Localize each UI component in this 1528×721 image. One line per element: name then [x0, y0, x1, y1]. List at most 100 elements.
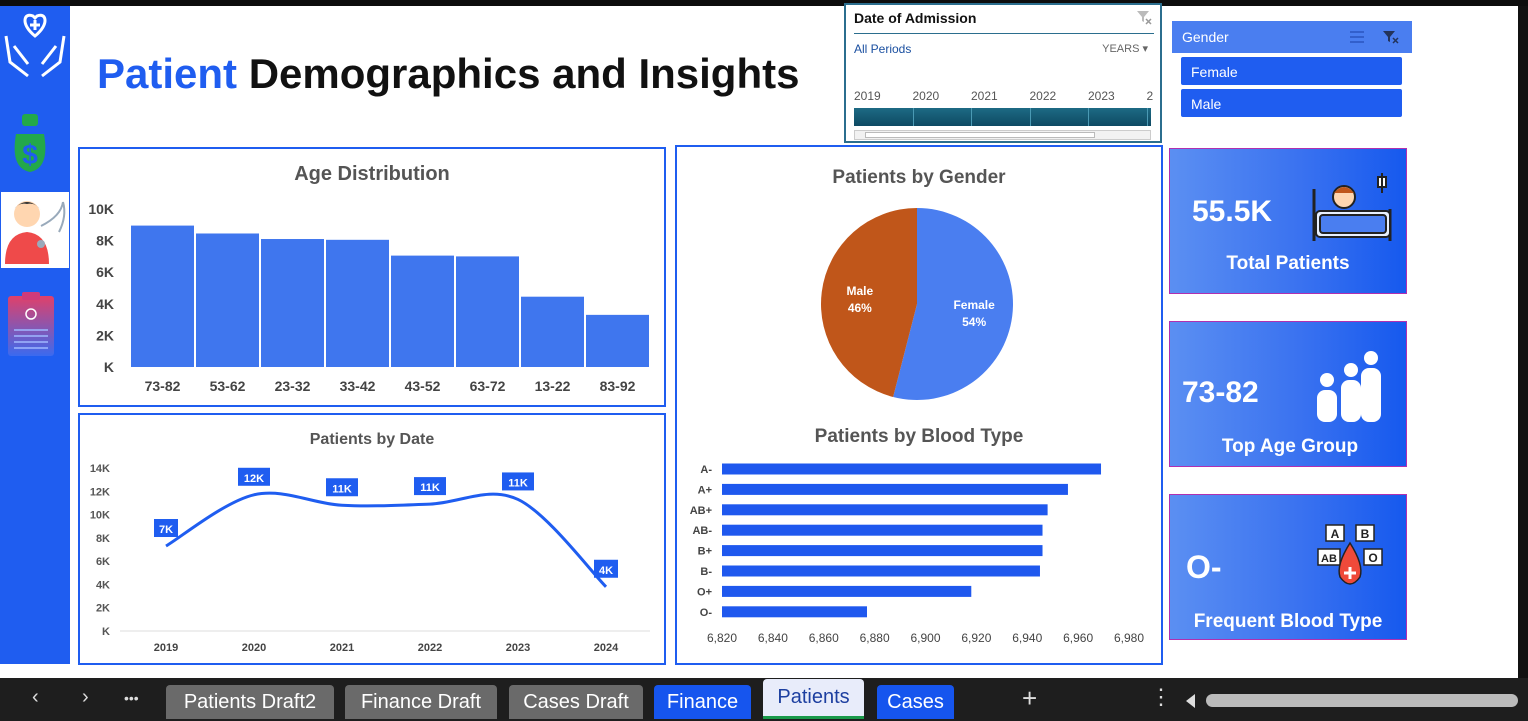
age-bar[interactable]: [456, 256, 519, 367]
age-bar[interactable]: [131, 225, 194, 367]
tab-cases[interactable]: Cases: [877, 685, 954, 719]
sheet-options-button[interactable]: ⋮: [1150, 684, 1172, 709]
blood-bar[interactable]: [722, 565, 1040, 577]
timeline-unit-dropdown[interactable]: YEARS ▾: [1102, 42, 1148, 55]
date-y-tick: 14K: [90, 463, 110, 475]
blood-bar[interactable]: [722, 524, 1043, 536]
date-data-label: 11K: [508, 477, 528, 489]
pie-slice-percent: 54%: [962, 315, 986, 329]
age-x-tick: 53-62: [210, 378, 246, 394]
page-title-accent: Patient: [97, 50, 238, 97]
age-x-tick: 73-82: [145, 378, 181, 394]
tab-patients[interactable]: Patients: [763, 679, 864, 719]
age-y-tick: 2K: [96, 327, 114, 343]
timeline-year-separator: [912, 108, 914, 126]
horizontal-scrollbar[interactable]: [1206, 694, 1518, 707]
gender-option-male[interactable]: Male: [1181, 89, 1402, 117]
svg-text:$: $: [22, 139, 38, 170]
date-y-tick: 12K: [90, 486, 110, 498]
timeline-divider: [854, 33, 1154, 34]
age-bar[interactable]: [521, 296, 584, 367]
blood-letter-o: O: [1368, 551, 1377, 565]
timeline-year-2023[interactable]: 2023: [1088, 89, 1115, 103]
multi-select-icon[interactable]: [1348, 29, 1366, 50]
date-chart-title: Patients by Date: [309, 431, 435, 448]
gender-slicer-header: Gender: [1172, 21, 1412, 53]
money-bag-icon[interactable]: $: [0, 106, 70, 182]
next-sheet-button[interactable]: ›: [82, 686, 89, 708]
scroll-left-arrow[interactable]: [1186, 694, 1195, 708]
pie-slice-name: Male: [847, 284, 874, 298]
blood-y-tick: O-: [700, 607, 713, 619]
date-data-label: 11K: [420, 482, 440, 494]
patients-by-gender-chart: Female 54% Male 46%: [821, 208, 1013, 400]
blood-y-tick: A-: [700, 464, 712, 476]
blood-bar[interactable]: [722, 483, 1068, 495]
gender-slicer-title: Gender: [1182, 29, 1229, 45]
blood-letter-a: A: [1331, 527, 1340, 541]
date-data-label: 11K: [332, 483, 352, 495]
timeline-year-separator: [1029, 108, 1031, 126]
pie-slice-male[interactable]: [821, 208, 917, 397]
tab-finance-draft[interactable]: Finance Draft: [345, 685, 497, 719]
age-x-tick: 23-32: [275, 378, 311, 394]
pie-slice-female[interactable]: [893, 208, 1013, 400]
tab-finance[interactable]: Finance: [654, 685, 751, 719]
blood-bar[interactable]: [722, 545, 1043, 557]
pie-slice-percent: 46%: [848, 301, 872, 315]
date-timeline-slicer[interactable]: Date of Admission All Periods YEARS ▾ 20…: [844, 3, 1162, 143]
timeline-year-2[interactable]: 2: [1146, 89, 1154, 103]
age-x-tick: 83-92: [600, 378, 636, 394]
health-hands-icon[interactable]: [0, 6, 70, 82]
patients-by-date-panel: Patients by Date 14K 12K 10K 8K 6K 4K 2K K 7K 201…: [78, 413, 666, 665]
timeline-year-2021[interactable]: 2021: [971, 89, 998, 103]
date-series-line[interactable]: [165, 491, 608, 588]
patients-by-blood-type-chart: A- A+ AB+ AB- B+ B- O+ O- 6,820 6,840 6,860 6,880 6,…: [690, 463, 1144, 645]
window-top-border: [0, 0, 1528, 6]
blood-x-tick: 6,820: [707, 631, 737, 645]
age-bar[interactable]: [196, 233, 259, 367]
timeline-scrollbar[interactable]: [854, 130, 1151, 140]
age-bar[interactable]: [261, 239, 324, 367]
blood-x-tick: 6,920: [961, 631, 991, 645]
blood-letter-b: B: [1361, 527, 1370, 541]
age-bar[interactable]: [391, 255, 454, 367]
more-sheets-button[interactable]: •••: [124, 690, 139, 706]
date-data-label: 7K: [159, 524, 173, 536]
blood-x-tick: 6,940: [1012, 631, 1042, 645]
timeline-year-separator: [1088, 108, 1089, 126]
doctor-icon[interactable]: [1, 192, 69, 268]
prev-sheet-button[interactable]: ‹: [32, 686, 39, 708]
frequent-blood-type-card: O- Frequent Blood Type A B AB O: [1169, 494, 1407, 640]
clear-filter-icon[interactable]: [1136, 9, 1152, 25]
pie-slice-name: Female: [953, 298, 995, 312]
tab-patients-draft2[interactable]: Patients Draft2: [166, 685, 334, 719]
timeline-year-2020[interactable]: 2020: [912, 89, 940, 103]
gender-option-female[interactable]: Female: [1181, 57, 1402, 85]
date-data-label-box: [326, 478, 358, 497]
family-icon: [1313, 350, 1391, 429]
date-x-tick: 2019: [154, 642, 178, 654]
age-distribution-panel: Age Distribution 10K 8K 6K 4K 2K K 73-82 53-62 2…: [78, 147, 666, 407]
blood-bar[interactable]: [722, 463, 1102, 475]
age-bar[interactable]: [326, 239, 389, 367]
clear-filter-icon[interactable]: [1382, 29, 1400, 50]
date-data-label-box: [238, 467, 270, 486]
timeline-scroll-thumb[interactable]: [865, 132, 1095, 138]
clipboard-icon[interactable]: [0, 290, 70, 366]
top-age-group-card: 73-82 Top Age Group: [1169, 321, 1407, 467]
tab-cases-draft[interactable]: Cases Draft: [509, 685, 643, 719]
age-x-tick: 33-42: [340, 378, 376, 394]
age-bar[interactable]: [586, 314, 649, 367]
timeline-year-2022[interactable]: 2022: [1029, 89, 1057, 103]
blood-bar[interactable]: [722, 585, 972, 597]
add-sheet-button[interactable]: +: [1022, 683, 1038, 713]
timeline-year-2019[interactable]: 2019: [854, 89, 881, 103]
blood-bar[interactable]: [722, 606, 867, 618]
timeline-year-separator: [971, 108, 972, 126]
timeline-bar[interactable]: [854, 108, 1151, 126]
blood-bar[interactable]: [722, 504, 1048, 516]
page-title-rest: Demographics and Insights: [237, 50, 800, 97]
frequent-blood-type-label: Frequent Blood Type: [1193, 611, 1383, 632]
blood-drop-icon: A B AB O: [1316, 523, 1390, 596]
